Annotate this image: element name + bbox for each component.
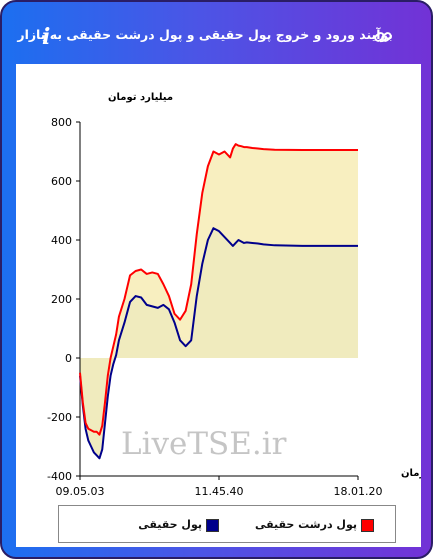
info-icon[interactable]: i (42, 24, 51, 50)
widget-title: برآیند ورود و خروج پول حقیقی و پول درشت … (17, 27, 393, 42)
y-tick-label: 0 (65, 352, 72, 365)
legend-item-real-money: پول حقیقی (69, 518, 219, 532)
series-line-big-real-money (79, 143, 358, 436)
legend-item-big-real-money: پول درشت حقیقی (209, 518, 374, 532)
area-real-money (80, 228, 358, 459)
x-axis-label: زمان (401, 468, 421, 479)
legend-label-real-money: پول حقیقی (138, 518, 202, 531)
x-tick-label: 11.45.40 (195, 485, 244, 498)
y-tick-label: -400 (47, 470, 72, 483)
chart-legend: پول حقیقی پول درشت حقیقی (58, 505, 396, 543)
y-tick-label: 400 (51, 234, 72, 247)
y-axis-label: میلیارد تومان (108, 92, 173, 103)
x-tick-label: 09.05.03 (56, 485, 105, 498)
y-tick-label: 600 (51, 175, 72, 188)
y-tick-label: 800 (51, 116, 72, 129)
link-icon[interactable] (374, 29, 392, 45)
y-tick-label: -200 (47, 411, 72, 424)
legend-swatch-real-money (206, 519, 219, 532)
watermark: LiveTSE.ir (121, 426, 287, 462)
chart-panel: -400 -200 0 200 400 600 800 09.05.03 11.45.40 18.… (16, 64, 421, 547)
legend-label-big-real-money: پول درشت حقیقی (254, 518, 357, 531)
x-tick-label: 18.01.20 (334, 485, 383, 498)
series-line-real-money (79, 227, 358, 460)
chart: -400 -200 0 200 400 600 800 09.05.03 11.45.40 18.… (47, 92, 421, 498)
y-tick-label: 200 (51, 293, 72, 306)
widget-header: i برآیند ورود و خروج پول حقیقی و پول درش… (2, 2, 433, 64)
legend-swatch-big-real-money (361, 519, 374, 532)
